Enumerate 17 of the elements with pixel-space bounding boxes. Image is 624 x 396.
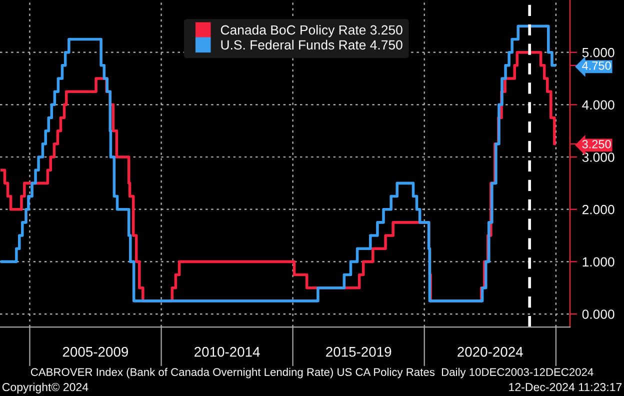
x-tick-label: 2015-2019 (326, 346, 392, 357)
text: Copyright© 2024 (2, 382, 88, 394)
y-tick-label: 4.000 (582, 100, 614, 110)
y-tick-label: 1.000 (582, 257, 614, 267)
y-tick-label: 0.000 (582, 310, 614, 319)
y-tick-label: 5.000 (582, 48, 614, 58)
y-tick-label: 3.000 (582, 152, 614, 162)
x-tick-label: 2010-2014 (194, 346, 260, 357)
text: 12-Dec-2024 11:23:17 (509, 383, 622, 392)
x-tick-label: 2020-2024 (458, 346, 523, 357)
legend-label: U.S. Federal Funds Rate 4.750 (221, 40, 402, 50)
y-tick-label: 3.250 (582, 140, 611, 148)
legend-label: Canada BoC Policy Rate 3.250 (220, 24, 402, 38)
x-tick-label: 2005-2009 (62, 346, 128, 357)
y-tick-label: 2.000 (582, 204, 614, 214)
text: CABROVER Index (Bank of Canada Overnight Lending Rate) US CA Policy Rates Daily 10DEC2003-12DEC2024 (30, 368, 594, 378)
y-tick-label: 4.750 (582, 61, 611, 70)
